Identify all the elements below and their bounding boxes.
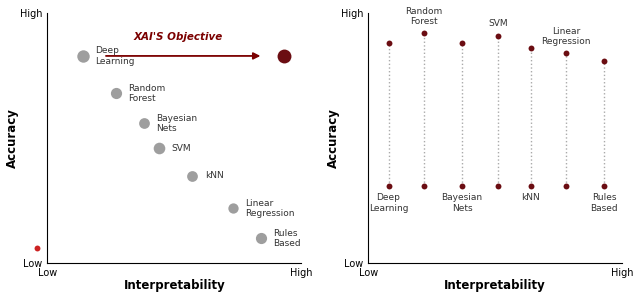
Text: Linear
Regression: Linear Regression <box>542 27 591 46</box>
Y-axis label: Accuracy: Accuracy <box>6 108 19 168</box>
X-axis label: Interpretability: Interpretability <box>444 280 546 292</box>
Text: Rules
Based: Rules Based <box>590 193 618 213</box>
Text: SVM: SVM <box>488 19 507 29</box>
Point <box>457 41 467 46</box>
Point <box>187 173 197 178</box>
X-axis label: Interpretability: Interpretability <box>123 280 225 292</box>
Text: Bayesian
Nets: Bayesian Nets <box>157 114 197 133</box>
Point <box>493 34 503 38</box>
Point <box>419 183 429 188</box>
Point <box>561 51 571 56</box>
Point <box>139 121 149 126</box>
Text: Deep
Learning: Deep Learning <box>369 193 408 213</box>
Text: Bayesian
Nets: Bayesian Nets <box>442 193 482 213</box>
Text: Deep
Learning: Deep Learning <box>96 46 135 66</box>
Point <box>32 246 42 251</box>
Point <box>383 183 394 188</box>
Point <box>599 58 610 63</box>
Text: Random
Forest: Random Forest <box>128 84 166 103</box>
Point <box>526 183 536 188</box>
Point <box>154 146 164 151</box>
Point <box>526 46 536 51</box>
Point <box>227 206 238 211</box>
Point <box>279 54 289 58</box>
Text: kNN: kNN <box>204 171 224 180</box>
Point <box>457 183 467 188</box>
Point <box>561 183 571 188</box>
Point <box>599 183 610 188</box>
Point <box>383 41 394 46</box>
Point <box>419 31 429 36</box>
Point <box>78 54 88 58</box>
Text: Random
Forest: Random Forest <box>406 7 443 26</box>
Text: SVM: SVM <box>172 144 192 153</box>
Y-axis label: Accuracy: Accuracy <box>327 108 339 168</box>
Text: Linear
Regression: Linear Regression <box>245 198 295 218</box>
Text: XAI'S Objective: XAI'S Objective <box>134 32 223 42</box>
Point <box>493 183 503 188</box>
Text: kNN: kNN <box>521 193 540 202</box>
Point <box>256 236 266 240</box>
Point <box>111 91 121 96</box>
Text: Rules
Based: Rules Based <box>273 229 301 248</box>
